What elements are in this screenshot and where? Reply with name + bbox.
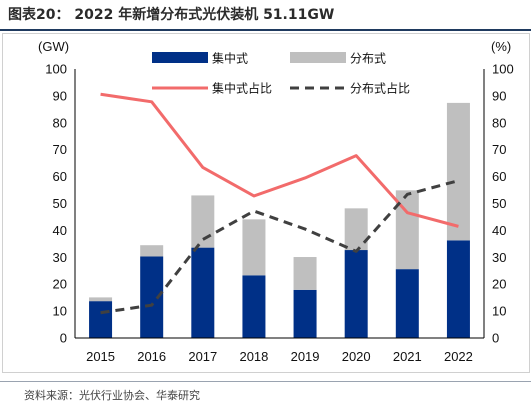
left-tick-label: 50 [53,196,67,211]
right-tick-label: 10 [492,304,506,319]
x-tick-label: 2015 [86,349,115,364]
left-tick-label: 100 [45,62,67,77]
bar-分布式-2021 [395,190,419,270]
bar-分布式-2018 [242,219,266,276]
bar-集中式-2017 [191,247,215,338]
left-axis-ticks: 0 10 20 30 40 50 60 70 80 90 100 [45,62,67,346]
bar-分布式-2015 [89,297,113,302]
bar-集中式-2016 [140,256,164,338]
bar-分布式-2020 [344,208,368,251]
right-tick-label: 50 [492,196,506,211]
right-axis-ticks: 0 10 20 30 40 50 60 70 80 90 100 [492,62,514,346]
chart-title: 图表20： 2022 年新增分布式光伏装机 51.11GW [8,7,335,23]
combo-chart: 0 10 20 30 40 50 60 70 80 90 100 0 10 20 30 40 50 60 70 80… [38,39,514,364]
left-tick-label: 90 [53,88,67,103]
chart-frame [2,33,530,373]
x-tick-label: 2022 [444,349,473,364]
right-axis-label: (%) [491,39,511,54]
left-axis-label: (GW) [38,39,69,54]
bars-group [89,102,470,338]
x-tick-label: 2016 [137,349,166,364]
bar-集中式-2018 [242,275,266,338]
right-tick-label: 80 [492,115,506,130]
right-tick-label: 70 [492,142,506,157]
right-tick-label: 100 [492,62,514,77]
source-note: 资料来源：光伏行业协会、华泰研究 [24,389,200,402]
bar-分布式-2016 [140,245,164,257]
bar-分布式-2019 [293,257,317,290]
right-tick-label: 40 [492,223,506,238]
bar-集中式-2019 [293,289,317,338]
right-tick-label: 0 [492,331,499,346]
bar-集中式-2021 [395,269,419,338]
x-tick-label: 2017 [188,349,217,364]
bar-分布式-2017 [191,195,215,248]
bar-集中式-2015 [89,301,113,338]
lines-group [100,92,459,315]
left-tick-label: 10 [53,304,67,319]
x-tick-label: 2020 [342,349,371,364]
x-tick-label: 2019 [291,349,320,364]
legend-label-集中式: 集中式 [212,51,248,66]
legend-label-集中式占比: 集中式占比 [212,81,272,96]
right-tick-label: 90 [492,88,506,103]
right-tick-label: 30 [492,250,506,265]
right-tick-label: 60 [492,169,506,184]
x-tick-label: 2021 [393,349,422,364]
legend-label-分布式占比: 分布式占比 [350,81,410,96]
source-divider [0,381,531,382]
right-tick-label: 20 [492,277,506,292]
line-分布式占比 [100,179,459,315]
legend-label-分布式: 分布式 [350,52,386,66]
left-tick-label: 40 [53,223,67,238]
left-tick-label: 60 [53,169,67,184]
bar-集中式-2020 [344,250,368,338]
left-tick-label: 20 [53,277,67,292]
bar-分布式-2022 [446,102,470,241]
x-tick-label: 2018 [239,349,268,364]
x-axis-ticks: 2015 2016 2017 2018 2019 2020 2021 2022 [86,349,473,364]
left-tick-label: 0 [60,331,67,346]
left-tick-label: 80 [53,115,67,130]
bar-集中式-2022 [446,240,470,338]
left-tick-label: 70 [53,142,67,157]
legend-swatch-分布式 [290,52,346,63]
left-tick-label: 30 [53,250,67,265]
legend-swatch-集中式 [152,52,208,63]
title-divider [0,29,531,31]
